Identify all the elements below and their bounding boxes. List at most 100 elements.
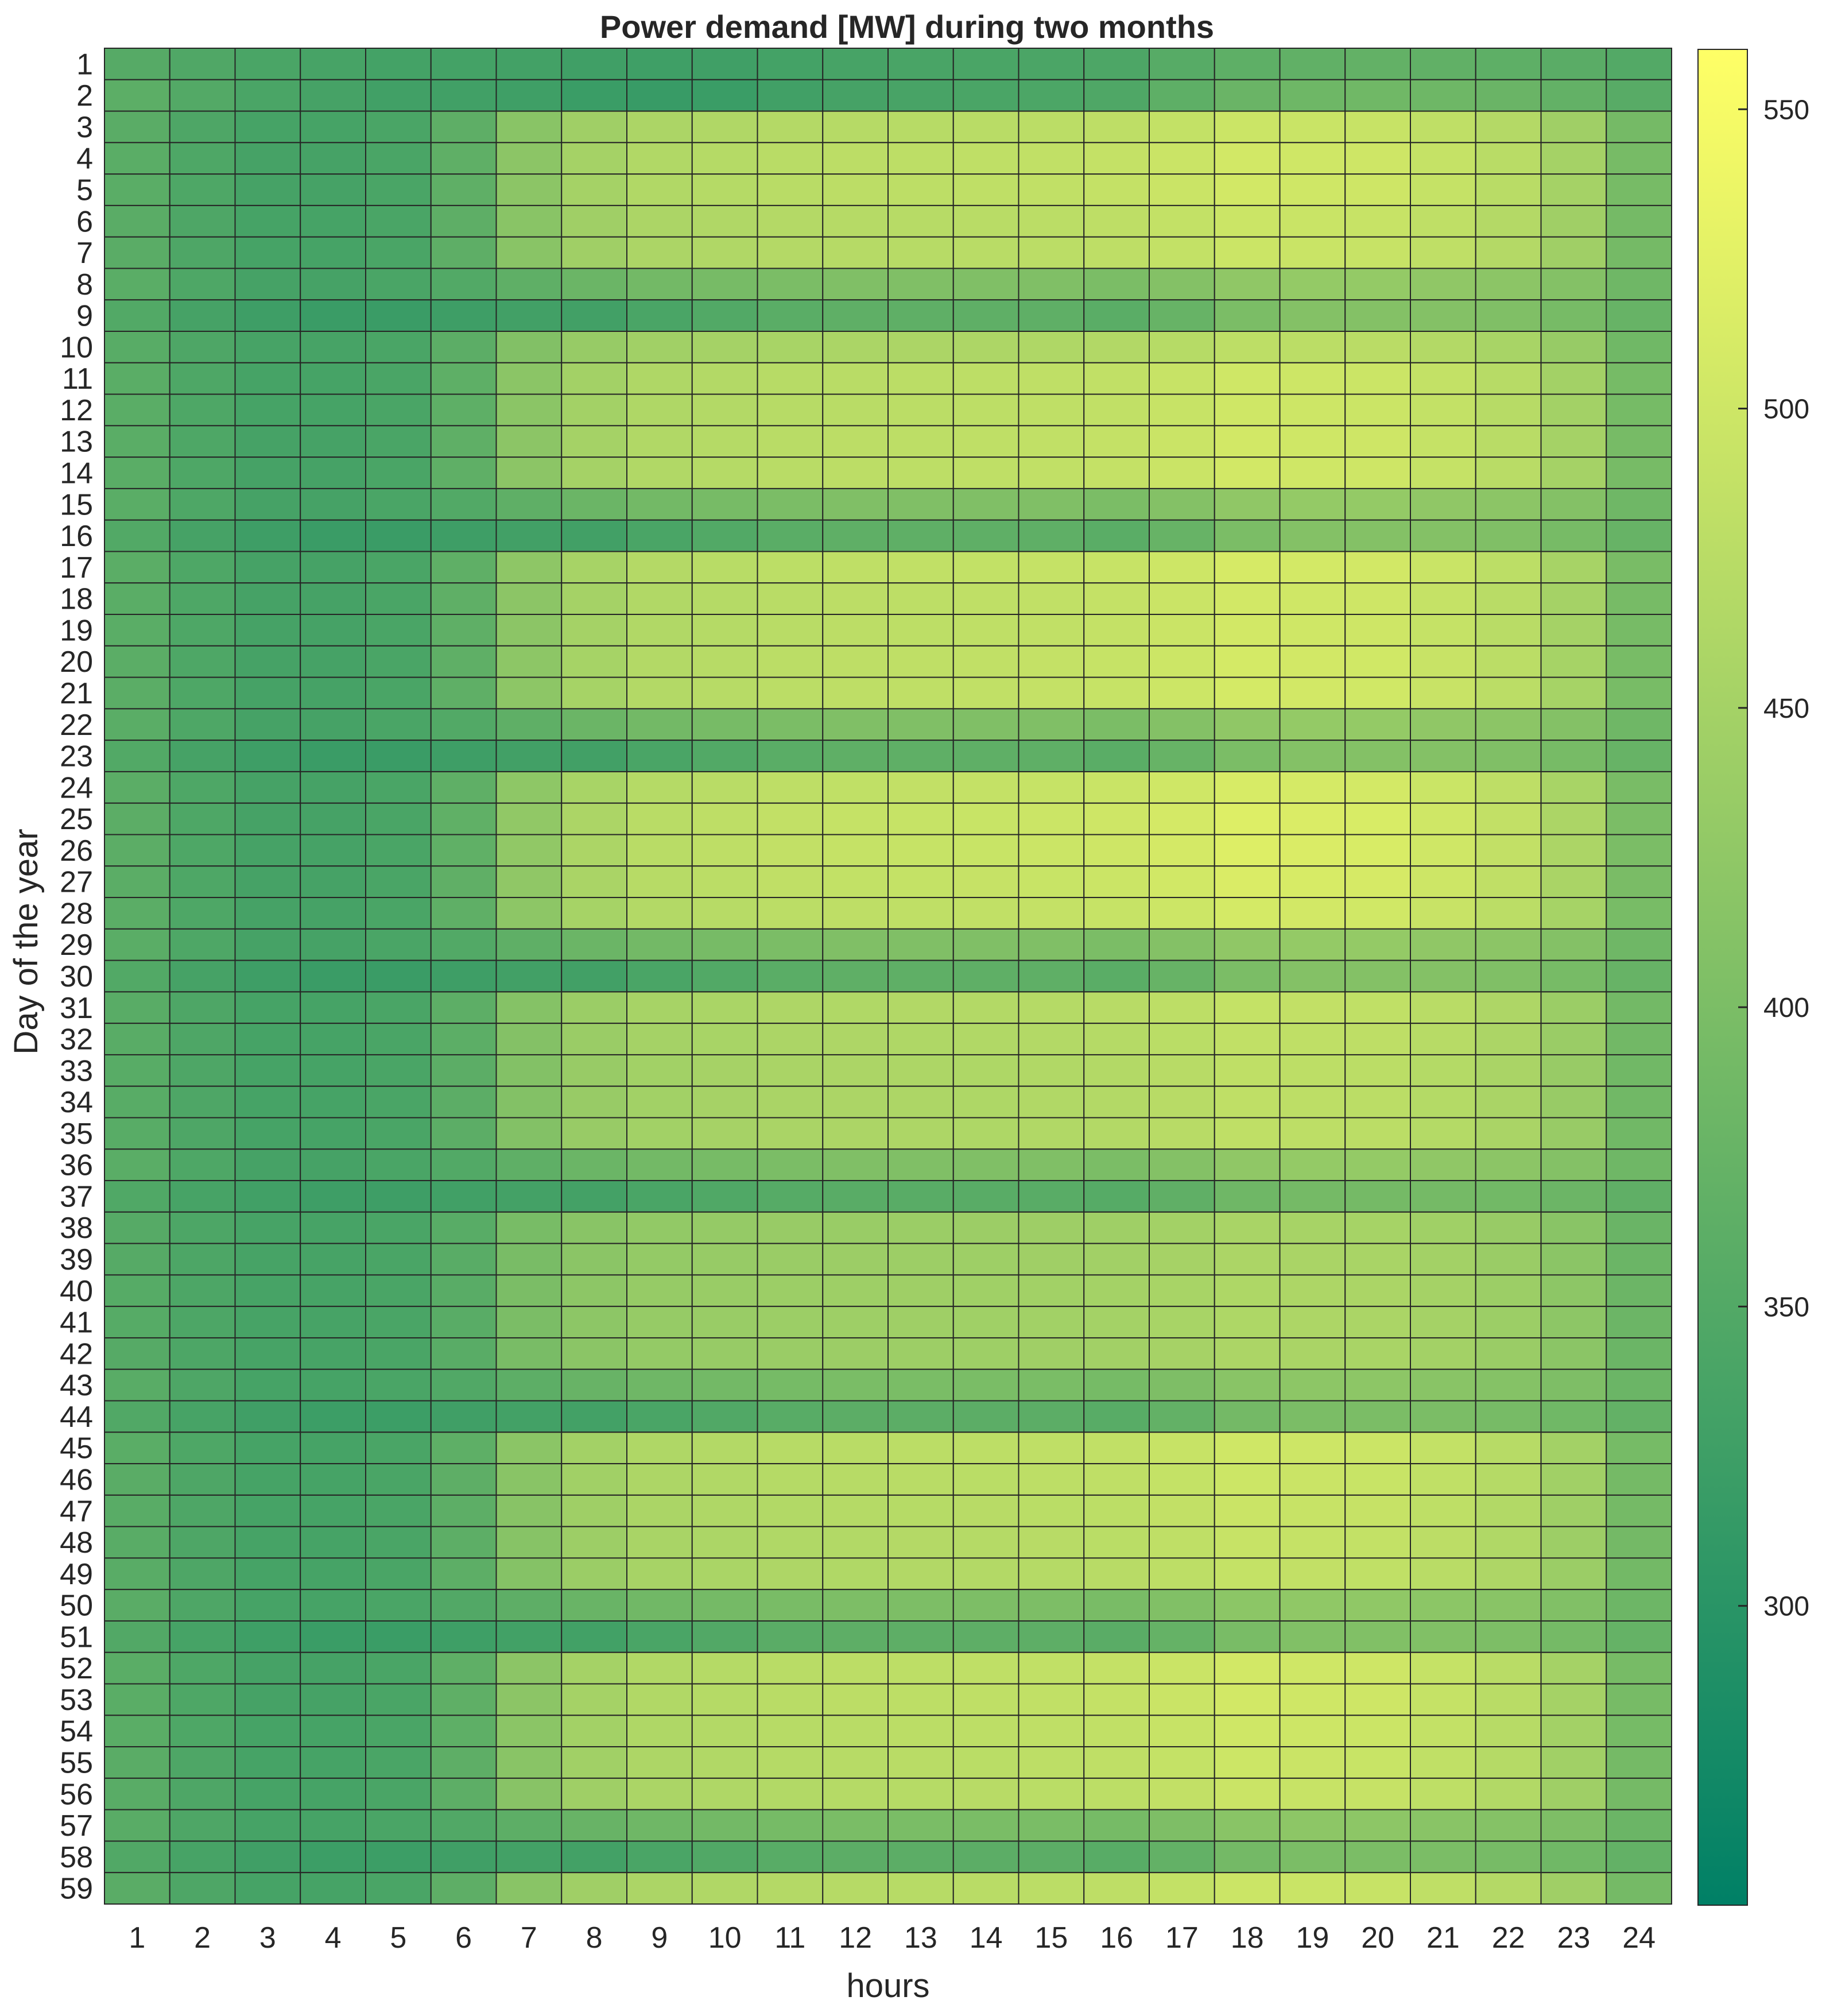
heatmap-cell <box>234 487 301 521</box>
heatmap-cell <box>495 1368 563 1402</box>
heatmap-cell <box>430 519 497 552</box>
heatmap-cell <box>1149 1589 1215 1622</box>
heatmap-cell <box>561 740 627 772</box>
heatmap-cell <box>365 362 432 395</box>
heatmap-cell <box>691 1840 758 1874</box>
heatmap-cell <box>1606 48 1672 80</box>
heatmap-cell <box>1344 268 1411 301</box>
heatmap-cell <box>234 676 301 710</box>
heatmap-cell <box>365 771 432 804</box>
heatmap-cell <box>300 142 366 175</box>
heatmap-cell <box>1214 1368 1281 1402</box>
heatmap-cell <box>495 897 563 930</box>
y-tick-label: 31 <box>60 992 93 1025</box>
heatmap-cell <box>1018 1243 1085 1276</box>
heatmap-cell <box>1083 614 1150 647</box>
heatmap-cell <box>1083 802 1150 835</box>
heatmap-cell <box>104 834 170 867</box>
heatmap-cell <box>1344 865 1411 899</box>
heatmap-cell <box>626 1368 693 1402</box>
heatmap-cell <box>430 1872 497 1905</box>
heatmap-cell <box>1344 991 1411 1024</box>
heatmap-cell <box>1083 1337 1150 1370</box>
heatmap-cell <box>300 1809 366 1842</box>
heatmap-cell <box>952 1872 1019 1905</box>
heatmap-cell <box>1279 1180 1346 1213</box>
heatmap-cell <box>757 1494 824 1527</box>
heatmap-cell <box>1018 1054 1085 1087</box>
x-axis-label: hours <box>846 1967 929 2005</box>
heatmap-cell <box>1083 362 1150 395</box>
heatmap-cell <box>952 425 1019 458</box>
heatmap-cell <box>1018 928 1085 961</box>
heatmap-cell <box>822 897 889 930</box>
heatmap-cell <box>169 1368 236 1402</box>
heatmap-cell <box>1214 928 1281 961</box>
heatmap-cell <box>626 456 693 489</box>
y-tick-label: 47 <box>60 1495 93 1528</box>
heatmap-cell <box>1149 236 1215 269</box>
heatmap-cell <box>365 519 432 552</box>
heatmap-cell <box>1018 582 1085 616</box>
heatmap-cell <box>169 1117 236 1150</box>
heatmap-cell <box>1540 708 1607 741</box>
heatmap-cell <box>104 1400 170 1433</box>
heatmap-cell <box>626 110 693 144</box>
heatmap-cell <box>952 1148 1019 1182</box>
heatmap-cell <box>234 299 301 332</box>
heatmap-cell <box>1410 1337 1476 1370</box>
heatmap-cell <box>1018 1085 1085 1119</box>
heatmap-cell <box>1214 1463 1281 1496</box>
heatmap-cell <box>887 551 954 584</box>
heatmap-cell <box>1149 1840 1215 1874</box>
y-tick-label: 48 <box>60 1526 93 1560</box>
colorbar-tick-label: 450 <box>1763 694 1809 724</box>
heatmap-cell <box>822 1872 889 1905</box>
heatmap-cell <box>626 1274 693 1307</box>
heatmap-cell <box>1606 1746 1672 1779</box>
heatmap-cell <box>1410 1243 1476 1276</box>
x-tick-label: 19 <box>1296 1921 1329 1955</box>
heatmap-cell <box>822 771 889 804</box>
heatmap-cell <box>234 1085 301 1119</box>
heatmap-cell <box>104 519 170 552</box>
heatmap-cell <box>822 142 889 175</box>
heatmap-cell <box>887 865 954 899</box>
heatmap-cell <box>691 268 758 301</box>
heatmap-cell <box>1279 487 1346 521</box>
heatmap-cell <box>1214 519 1281 552</box>
heatmap-cell <box>1606 173 1672 206</box>
heatmap-cell <box>1475 1746 1542 1779</box>
heatmap-cell <box>561 1337 627 1370</box>
heatmap-cell <box>1606 393 1672 427</box>
heatmap-cell <box>1018 865 1085 899</box>
heatmap-cell <box>1410 1211 1476 1244</box>
heatmap-cell <box>952 1777 1019 1810</box>
y-tick-label: 2 <box>76 79 93 113</box>
heatmap-cell <box>691 519 758 552</box>
heatmap-cell <box>887 959 954 993</box>
heatmap-cell <box>691 1777 758 1810</box>
heatmap-cell <box>1475 991 1542 1024</box>
heatmap-cell <box>1606 708 1672 741</box>
heatmap-cell <box>495 456 563 489</box>
heatmap-cell <box>1606 268 1672 301</box>
heatmap-cell <box>1540 204 1607 238</box>
heatmap-cell <box>822 1306 889 1338</box>
heatmap-cell <box>300 173 366 206</box>
heatmap-cell <box>691 1274 758 1307</box>
x-tick-label: 24 <box>1622 1921 1656 1955</box>
heatmap-cell <box>1606 1337 1672 1370</box>
heatmap-cell <box>169 1589 236 1622</box>
heatmap-cell <box>234 1400 301 1433</box>
heatmap-cell <box>1410 268 1476 301</box>
heatmap-cell <box>626 991 693 1024</box>
heatmap-cell <box>1606 1023 1672 1055</box>
heatmap-cell <box>952 362 1019 395</box>
heatmap-cell <box>1475 1117 1542 1150</box>
heatmap-cell <box>822 1683 889 1716</box>
heatmap-cell <box>365 740 432 772</box>
heatmap-cell <box>1344 173 1411 206</box>
heatmap-cell <box>757 299 824 332</box>
heatmap-cell <box>1214 1872 1281 1905</box>
